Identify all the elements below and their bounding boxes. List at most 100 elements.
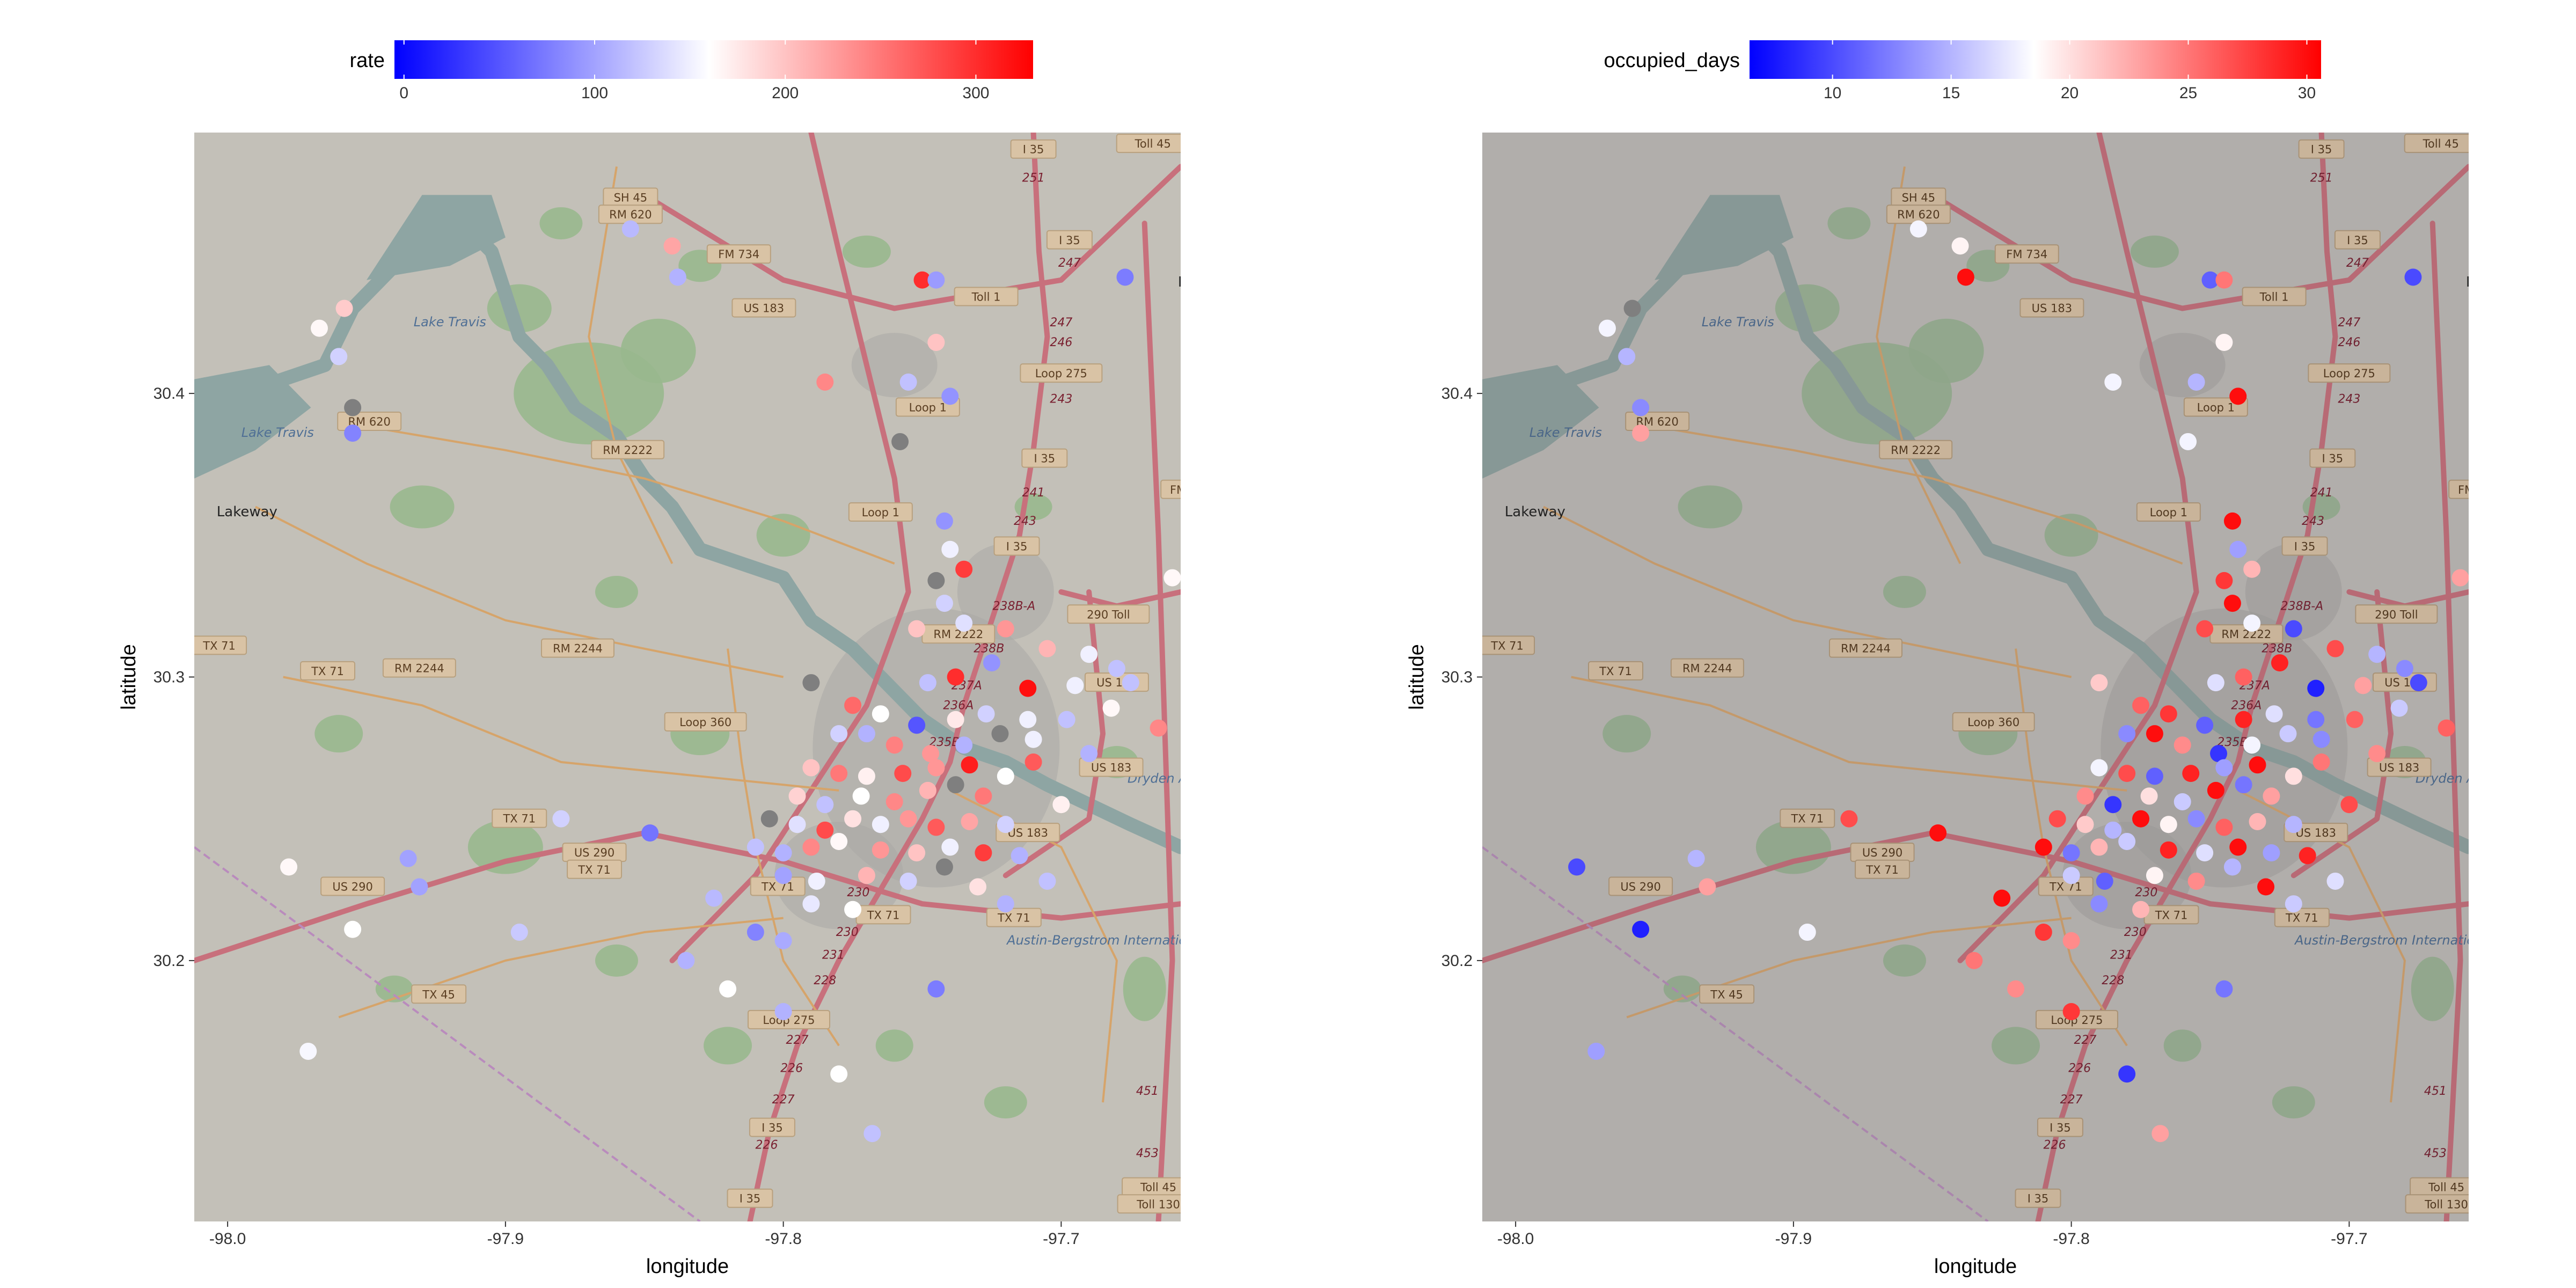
data-point — [885, 736, 903, 754]
colorbar-tick-label: 15 — [1942, 84, 1960, 102]
exit-label: 247 — [2338, 316, 2360, 330]
lake-travis — [194, 365, 311, 479]
road-shield-label: FM 7 — [2458, 484, 2485, 496]
road-shield-label: I 35 — [2347, 234, 2368, 247]
data-point — [858, 767, 875, 785]
road-line — [283, 676, 839, 792]
data-point — [2223, 512, 2241, 530]
road-shield — [1855, 859, 1911, 879]
data-point — [2132, 697, 2150, 714]
data-point — [1840, 810, 1858, 828]
road-shield-label: FM 734 — [2006, 248, 2047, 261]
data-point — [927, 818, 945, 836]
data-point — [2160, 705, 2177, 723]
road-shield-label: TX 71 — [867, 909, 900, 921]
data-point — [2187, 872, 2205, 890]
road-shield-label: TX 71 — [997, 912, 1030, 925]
data-point — [997, 895, 1014, 913]
road-shield — [1994, 244, 2059, 264]
data-point — [2118, 1065, 2136, 1083]
data-point — [935, 512, 953, 530]
data-point — [1699, 878, 1716, 896]
place-label: Lakeway — [1505, 504, 1565, 520]
data-point — [641, 824, 659, 842]
road-shield — [591, 440, 665, 459]
data-point — [858, 867, 875, 884]
data-point — [1038, 640, 1056, 657]
highway-line — [2035, 133, 2338, 1221]
data-point — [2235, 668, 2252, 686]
road-shield-label: RM 2222 — [1891, 444, 1941, 457]
data-point — [2196, 716, 2214, 734]
data-point — [2243, 560, 2261, 578]
axes: -98.0 -97.9 -97.8 -97.7 30.2 30.3 30.4 longitud… — [118, 385, 1080, 1278]
exit-label: 236A — [2231, 699, 2262, 712]
data-point — [344, 399, 362, 416]
data-point — [844, 697, 862, 714]
legend-title: occupied_days — [1604, 49, 1740, 72]
exit-label: 230 — [2124, 926, 2147, 939]
data-point — [1102, 699, 1120, 717]
road-shield-label: I 35 — [1034, 452, 1056, 465]
data-point — [1632, 920, 1650, 938]
data-point — [2096, 872, 2113, 890]
data-point — [2104, 373, 2122, 391]
road-shield — [567, 859, 623, 879]
data-point — [844, 810, 862, 828]
data-point — [2265, 705, 2283, 723]
data-point — [2229, 838, 2247, 856]
data-point — [2263, 844, 2280, 862]
data-points — [280, 220, 1181, 1143]
exit-label: 238B — [2262, 642, 2292, 656]
data-point — [705, 889, 723, 907]
road-line — [1626, 420, 2183, 565]
data-point — [2307, 679, 2325, 697]
data-point — [2312, 730, 2330, 748]
data-point — [2207, 781, 2224, 799]
data-point — [816, 796, 834, 814]
data-point — [2326, 872, 2344, 890]
data-point — [280, 858, 298, 876]
data-point — [2090, 895, 2108, 913]
exit-label: 226 — [756, 1138, 778, 1152]
highway-line — [747, 133, 1050, 1221]
park-area — [1678, 485, 1743, 529]
data-point — [2404, 268, 2422, 286]
data-point — [2140, 787, 2158, 805]
road-shield — [1021, 448, 1068, 468]
x-tick-label: -98.0 — [1497, 1230, 1534, 1248]
road-shield-label: TX 71 — [311, 665, 344, 678]
data-point — [2076, 787, 2094, 805]
road-shield-label: US 183 — [2032, 302, 2072, 315]
water-label: Lake Travis — [1529, 425, 1602, 440]
road-shield-label: TX 45 — [1710, 988, 1743, 1001]
data-point — [1623, 299, 1641, 317]
data-point — [2090, 838, 2108, 856]
exit-label: 247 — [1050, 316, 1072, 330]
data-point — [2326, 640, 2344, 657]
data-point — [830, 1065, 848, 1083]
road-shield-label: RM 2222 — [2221, 628, 2271, 641]
data-point — [2187, 810, 2205, 828]
data-point — [997, 620, 1014, 638]
data-point — [2062, 932, 2080, 949]
data-point — [1122, 674, 1139, 692]
road-shield-label: RM 2244 — [394, 662, 444, 675]
data-point — [935, 595, 953, 612]
road-shield — [1780, 808, 1835, 828]
data-point — [983, 654, 1000, 672]
road-shield — [1699, 984, 1755, 1004]
x-tick-label: -97.8 — [2053, 1230, 2089, 1248]
data-point — [1687, 850, 1705, 867]
data-point — [310, 319, 328, 337]
road-shield-label: RM 2244 — [1682, 662, 1732, 675]
road-shield — [1020, 363, 1103, 383]
data-point — [975, 844, 992, 862]
road-line — [338, 420, 895, 565]
data-point — [927, 271, 945, 289]
road-shield-label: Loop 1 — [862, 506, 899, 519]
park-area — [2272, 1086, 2315, 1119]
road-shield-label: US 290 — [574, 846, 614, 859]
data-point — [2174, 793, 2191, 810]
road-shield-label: Loop 275 — [2323, 367, 2375, 380]
